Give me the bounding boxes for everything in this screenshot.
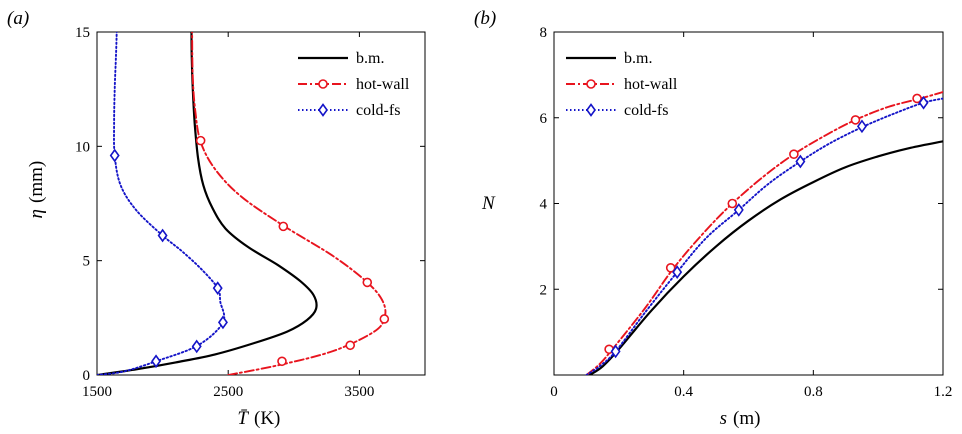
panel-a-ytick-label: 5 [83, 254, 91, 270]
panel-a-xlabel-unit: (K) [254, 408, 280, 429]
panel-a-series-hot-wall-marker [345, 340, 356, 351]
panel-b-legend-hot-wall-marker [586, 79, 596, 89]
panel-a-xlabel-symbol: T̄ [237, 408, 249, 429]
panel-a-series-cold-fs-line [97, 32, 226, 375]
panel-a-ylabel-symbol: η [26, 209, 47, 218]
panel-a-legend-cold-fs-label: cold-fs [356, 102, 400, 119]
panel-a-frame [96, 31, 426, 376]
panel-a-series-cold-fs-marker [109, 148, 120, 163]
panel-b-axes: 0 0.4 0.8 1.2 2 4 6 8 [540, 25, 953, 400]
panel-a-series-hot-wall-marker [195, 135, 206, 146]
panel-a-legend-cold-fs-marker [318, 103, 328, 117]
panel-a-series-layer [97, 32, 390, 375]
panel-b-label: (b) [474, 8, 496, 29]
panel-b-ylabel-symbol: N [481, 193, 496, 214]
panel-b-ytick-label: 8 [540, 25, 548, 41]
chart-panel-b: (b) 0 0.4 0.8 1.2 2 4 6 8 s (m) N b.m. hot-wall c… [474, 8, 952, 429]
panel-a-xtick-label: 2500 [213, 384, 243, 400]
panel-b-series-cold-fs-marker [733, 203, 744, 217]
panel-b-series-cold-fs-marker [795, 154, 806, 169]
panel-a-series-cold-fs-marker [191, 339, 202, 354]
panel-b-series-hot-wall-marker [665, 263, 676, 273]
panel-a-ylabel-unit: (mm) [26, 161, 47, 203]
panel-b-series-hot-wall-marker [727, 198, 738, 209]
panel-b-legend-cold-fs-label: cold-fs [624, 102, 668, 119]
panel-b-xlabel-symbol: s [720, 408, 727, 429]
panel-b-series-hot-wall-marker [912, 93, 922, 104]
panel-a-series-hot-wall-marker [278, 221, 289, 232]
panel-b-xtick-label: 0.8 [804, 384, 823, 400]
panel-b-legend-hot-wall-label: hot-wall [624, 76, 678, 93]
panel-a-xtick-label: 3500 [344, 384, 374, 400]
panel-b-legend: b.m. hot-wall cold-fs [566, 50, 678, 119]
panel-b-legend-b-m--label: b.m. [624, 50, 652, 67]
panel-a-series-cold-fs-marker [217, 315, 228, 330]
panel-b-ytick-label: 2 [540, 282, 548, 298]
chart-panel-a: (a) 1500 2500 3500 0 5 10 15 T̄ (K) η (mm) b.m… [7, 8, 426, 429]
panel-a-ytick-label: 15 [75, 25, 90, 41]
panel-a-series-cold-fs-marker [157, 228, 168, 243]
panel-b-series-hot-wall-line [585, 91, 943, 375]
panel-a-legend-hot-wall-marker [318, 79, 328, 89]
panel-a-series-cold-fs-marker [151, 354, 162, 369]
panel-b-series-hot-wall-marker [850, 115, 861, 125]
panel-b-series-layer [585, 91, 943, 375]
panel-b-xtick-label: 0.4 [674, 384, 693, 400]
panel-a-legend: b.m. hot-wall cold-fs [298, 50, 410, 119]
panel-b-series-cold-fs-marker [856, 119, 867, 134]
panel-a-series-hot-wall-marker [362, 277, 373, 288]
panel-b-series-b-m--line [588, 140, 943, 375]
panel-a-ylabel: η (mm) [26, 161, 47, 219]
panel-b-series-cold-fs-marker [610, 344, 621, 359]
panel-a-series-cold-fs-marker [212, 281, 223, 295]
panel-b-legend-cold-fs-marker [586, 103, 596, 117]
panel-b-xlabel-unit: (m) [733, 408, 760, 429]
panel-a-ytick-label: 10 [75, 139, 90, 155]
panel-a-label: (a) [7, 8, 29, 29]
panel-a-xtick-label: 1500 [82, 384, 112, 400]
panel-b-xtick-label: 0 [550, 384, 558, 400]
panel-a-legend-b-m--label: b.m. [356, 50, 384, 67]
panel-b-ytick-label: 4 [540, 197, 548, 213]
panel-b-series-cold-fs-line [585, 97, 943, 375]
panel-a-ytick-label: 0 [83, 368, 91, 384]
panel-b-xtick-label: 1.2 [934, 384, 953, 400]
panel-a-series-hot-wall-marker [379, 314, 390, 324]
panel-b-series-hot-wall-marker [789, 149, 799, 159]
panel-a-legend-hot-wall-label: hot-wall [356, 76, 410, 93]
panel-b-series-cold-fs-marker [672, 265, 683, 279]
panel-b-ytick-label: 6 [540, 111, 548, 127]
panel-a-series-hot-wall-marker [277, 356, 287, 367]
panel-a-series-b-m--line [97, 32, 318, 375]
panel-b-series-cold-fs-marker [918, 95, 929, 110]
